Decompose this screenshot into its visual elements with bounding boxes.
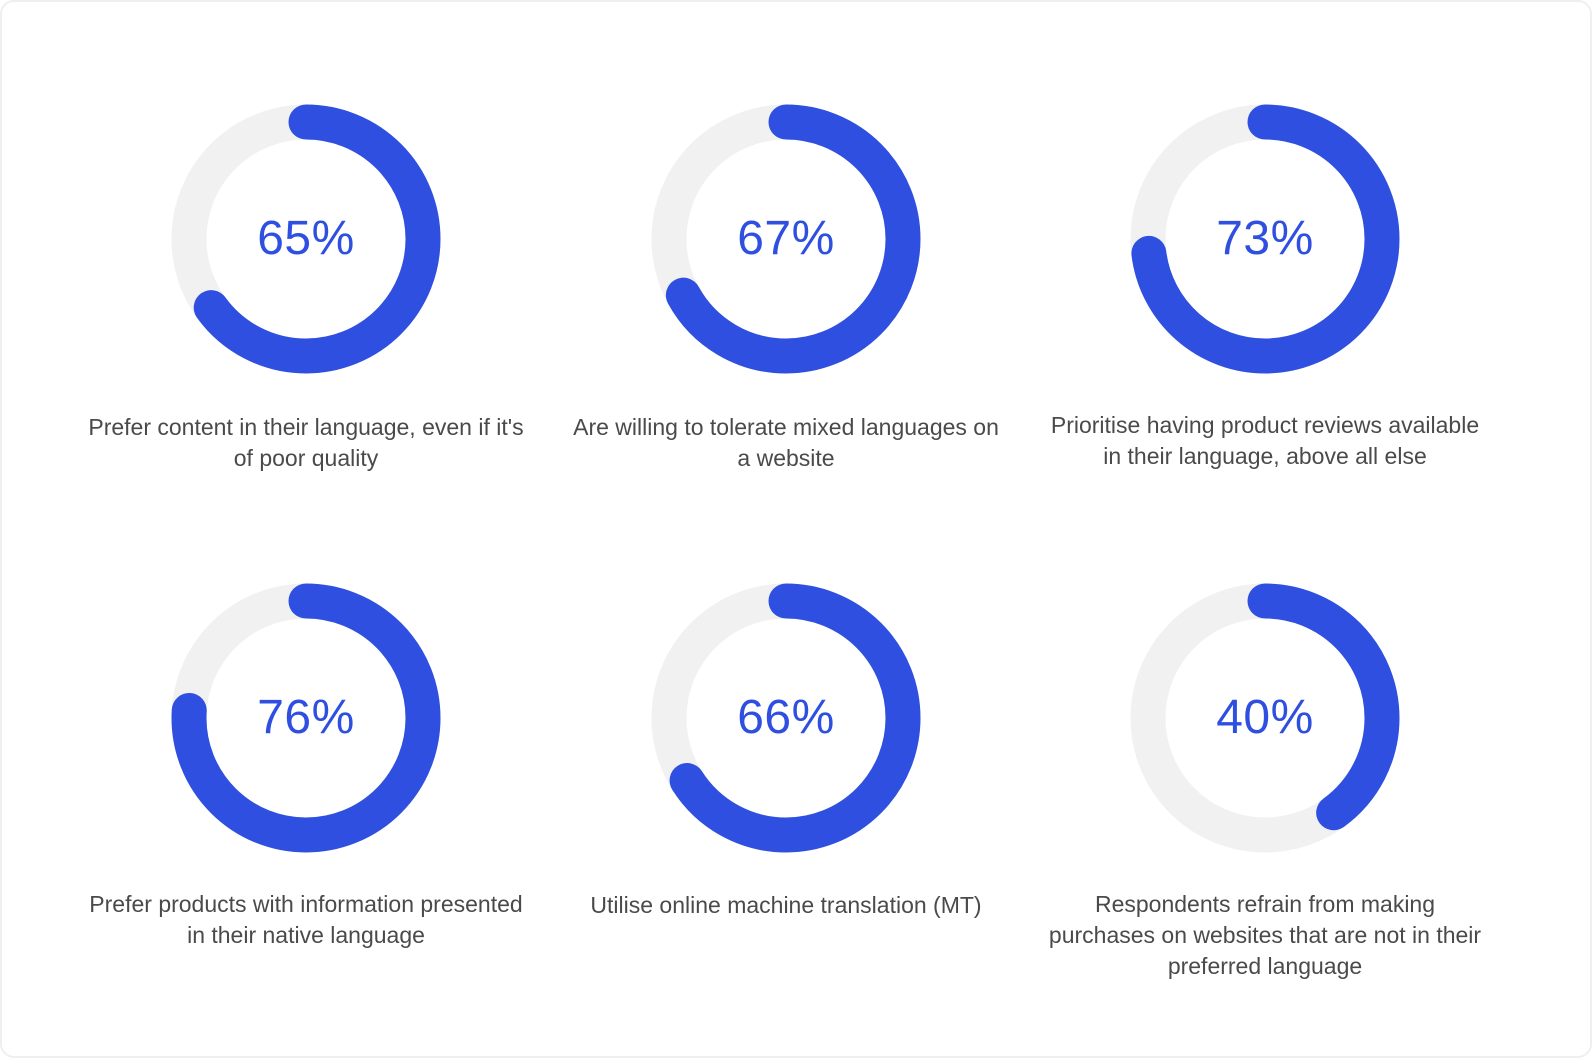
donut-arc — [1130, 104, 1400, 374]
donut-chart: 76% — [171, 583, 441, 853]
stat-caption: Prioritise having product reviews availa… — [1050, 412, 1480, 469]
percentage-label: 67% — [737, 212, 835, 265]
donut-arc — [171, 583, 441, 853]
percentage-label: 76% — [257, 691, 355, 744]
stat-caption: Utilise online machine translation (MT) — [590, 892, 982, 918]
donut-chart: 67% — [651, 104, 921, 374]
donut-svg — [651, 104, 921, 374]
percentage-label: 40% — [1216, 691, 1314, 744]
donut-svg — [1130, 583, 1400, 853]
percentage-label: 65% — [257, 212, 355, 265]
donut-svg — [171, 104, 441, 374]
donut-chart: 73% — [1130, 104, 1400, 374]
donut-svg — [171, 583, 441, 853]
donut-arc — [171, 104, 441, 374]
percentage-label: 66% — [737, 691, 835, 744]
donut-chart: 65% — [171, 104, 441, 374]
stat-caption: Are willing to tolerate mixed languages … — [573, 414, 999, 471]
stat-caption: Prefer products with information present… — [89, 891, 523, 948]
donut-chart: 66% — [651, 583, 921, 853]
donut-svg — [1130, 104, 1400, 374]
donut-chart: 40% — [1130, 583, 1400, 853]
stat-caption: Prefer content in their language, even i… — [88, 414, 524, 471]
stat-caption: Respondents refrain from making purchase… — [1048, 891, 1482, 979]
percentage-label: 73% — [1216, 212, 1314, 265]
donut-arc — [1130, 583, 1400, 853]
donut-svg — [651, 583, 921, 853]
donut-arc — [651, 583, 921, 853]
donut-arc — [651, 104, 921, 374]
